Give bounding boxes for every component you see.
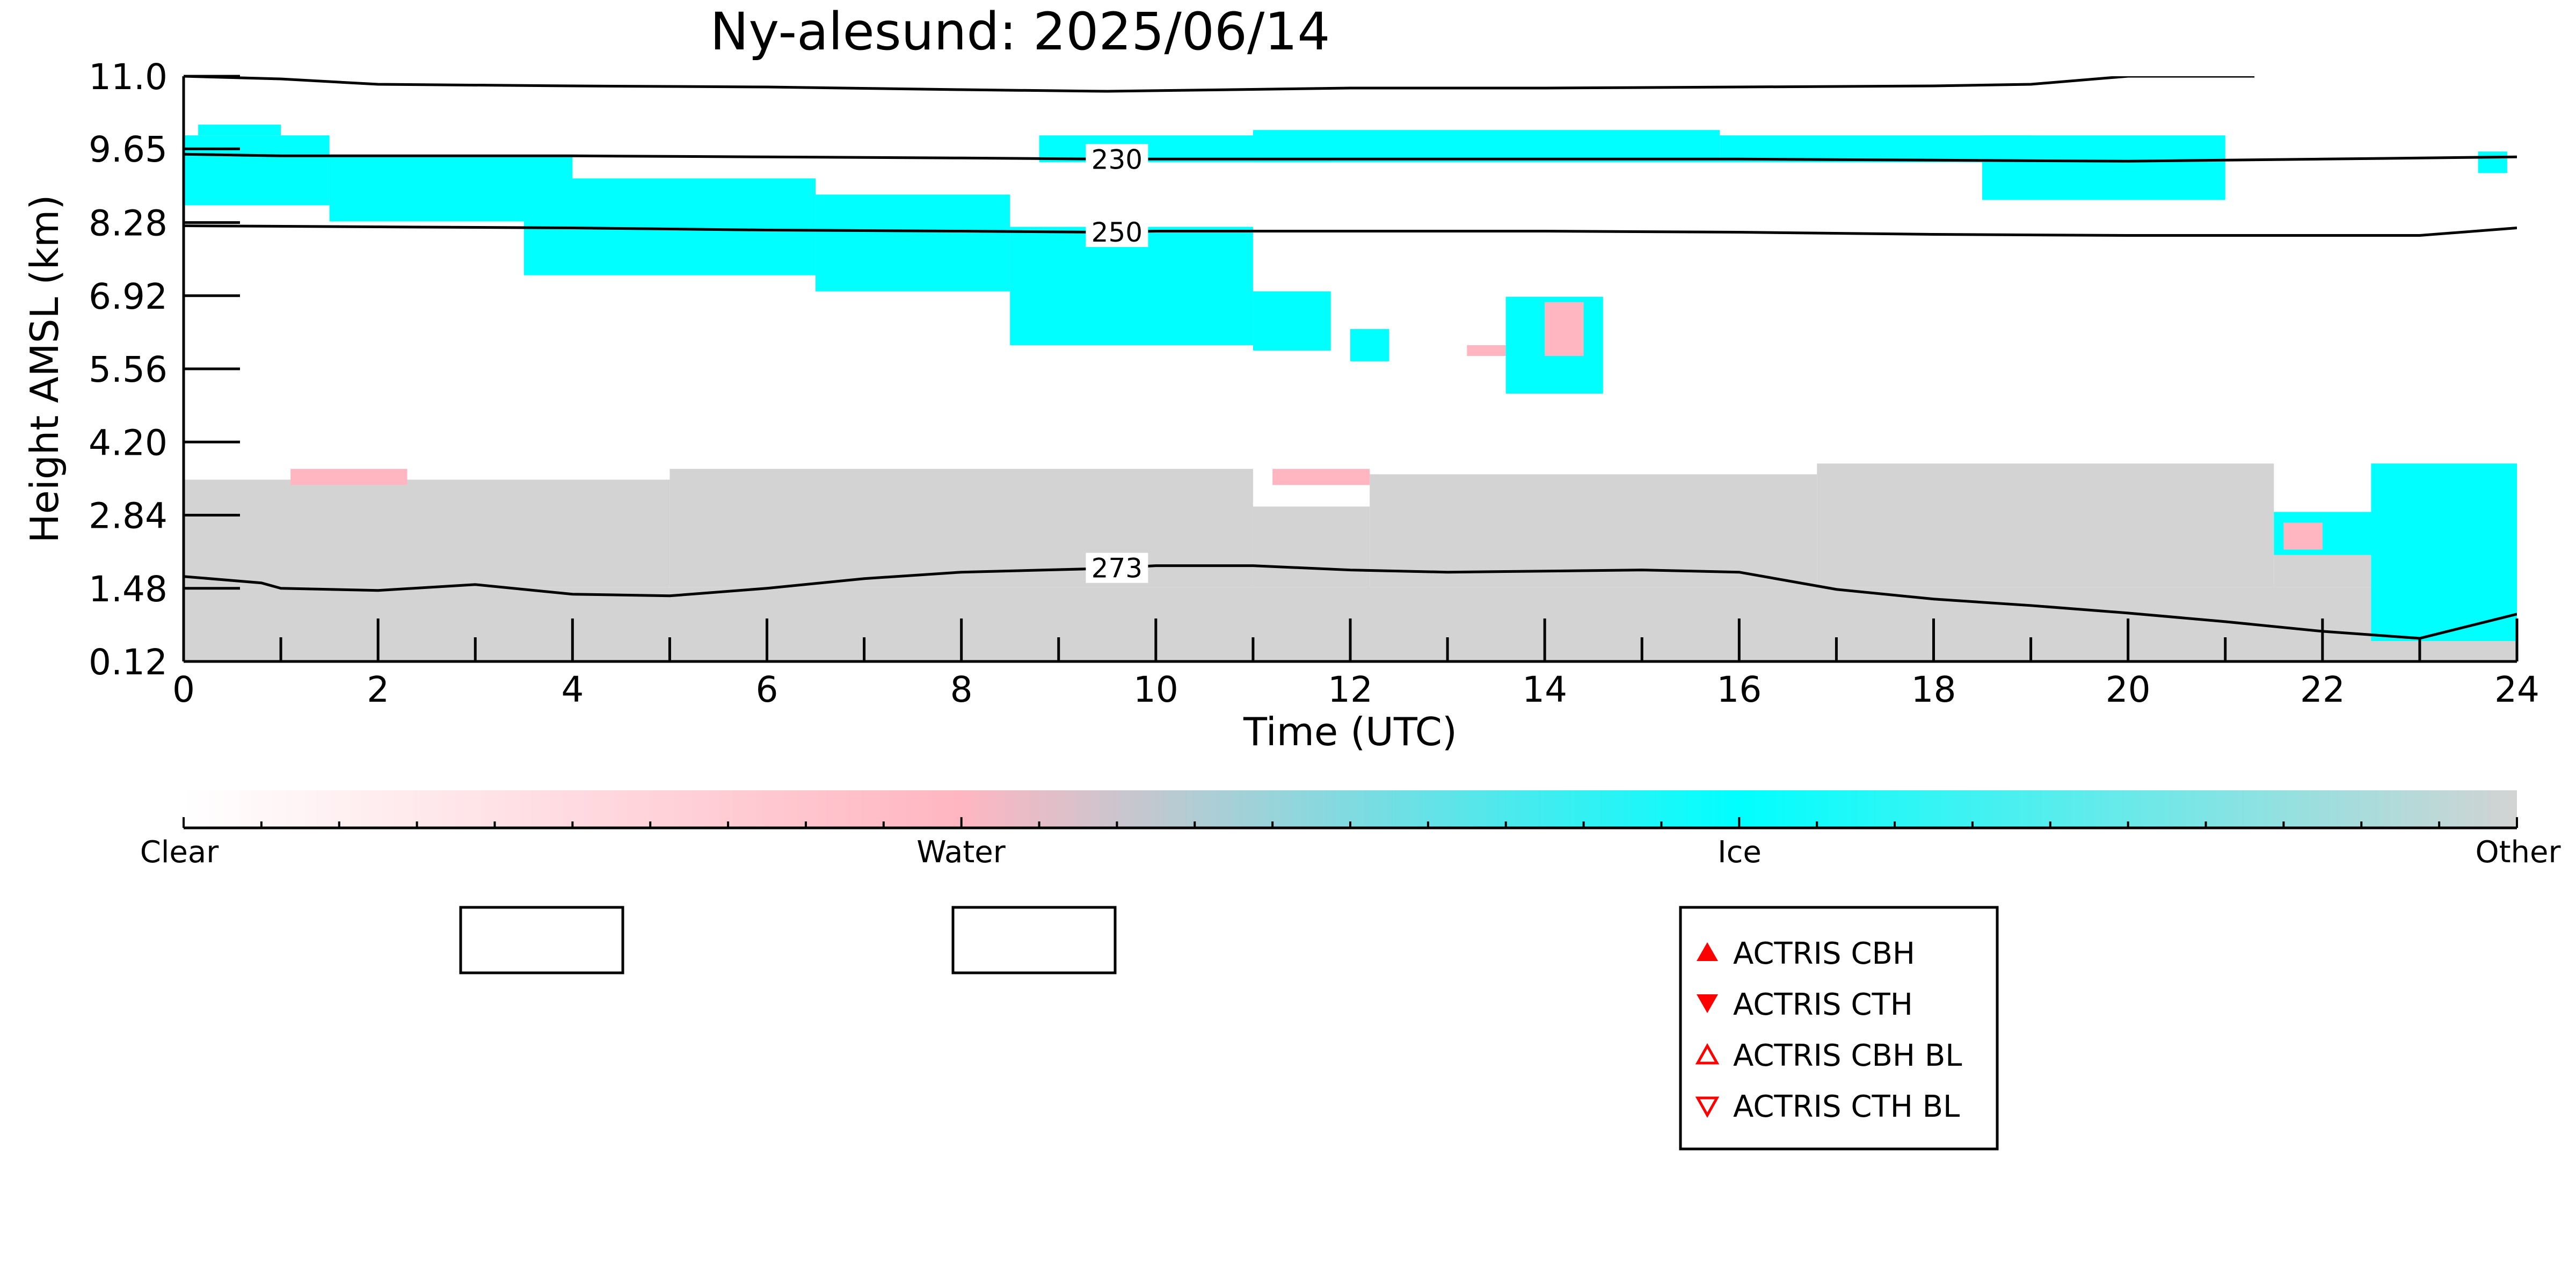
x-tick-label-1: 2 bbox=[367, 669, 389, 710]
region-other-5 bbox=[1817, 463, 2274, 587]
x-tick-label-3: 6 bbox=[756, 669, 778, 710]
x-tick-label-5: 10 bbox=[1133, 669, 1178, 710]
region-ice-24 bbox=[2478, 151, 2507, 173]
region-other-4 bbox=[1370, 474, 1817, 587]
cbh-bl-marker-icon bbox=[1695, 1043, 1720, 1065]
y-tick-label-4: 5.56 bbox=[89, 349, 168, 390]
legend-box bbox=[1679, 906, 1999, 1151]
colorbar-label-other: Other bbox=[2475, 835, 2561, 870]
region-water-19 bbox=[1545, 302, 1584, 356]
region-other-1 bbox=[184, 479, 670, 587]
isotherm-label-2: 273 bbox=[1091, 553, 1143, 584]
y-tick-label-3: 4.20 bbox=[89, 422, 168, 463]
region-ice-27 bbox=[2371, 463, 2517, 641]
x-tick-label-0: 0 bbox=[172, 669, 195, 710]
empty-legend-box-2 bbox=[951, 906, 1117, 974]
legend-entry-cth-bl: ACTRIS CTH BL bbox=[1733, 1089, 1960, 1124]
region-ice-22 bbox=[1720, 135, 2031, 163]
region-water-26 bbox=[2283, 522, 2323, 550]
x-ticks: 0 2 4 6 8 10 12 14 16 18 20 22 24 bbox=[172, 618, 2539, 710]
region-water-8 bbox=[1272, 469, 1370, 485]
y-tick-label-2: 2.84 bbox=[89, 496, 168, 537]
region-ice-21 bbox=[1253, 130, 1720, 163]
cbh-marker-icon bbox=[1697, 942, 1718, 961]
chart-title: Ny-alesund: 2025/06/14 bbox=[710, 2, 1330, 62]
empty-legend-box-1 bbox=[459, 906, 624, 974]
x-tick-label-2: 4 bbox=[561, 669, 584, 710]
y-tick-label-1: 1.48 bbox=[89, 569, 168, 610]
y-tick-label-6: 8.28 bbox=[89, 203, 168, 244]
y-tick-label-0: 0.12 bbox=[89, 642, 168, 683]
x-tick-label-8: 16 bbox=[1716, 669, 1762, 710]
legend-entry-cbh-bl: ACTRIS CBH BL bbox=[1733, 1038, 1962, 1073]
cth-bl-marker-icon bbox=[1695, 1096, 1720, 1118]
region-ice-15 bbox=[1253, 291, 1331, 351]
region-ice-16 bbox=[1350, 329, 1389, 361]
x-tick-label-6: 12 bbox=[1328, 669, 1373, 710]
isotherm-label-0: 230 bbox=[1091, 144, 1143, 175]
x-tick-label-12: 24 bbox=[2494, 669, 2539, 710]
x-tick-label-7: 14 bbox=[1522, 669, 1567, 710]
y-tick-label-7: 9.65 bbox=[89, 129, 168, 170]
isotherm-line-3 bbox=[184, 76, 2255, 93]
isotherm-line-2 bbox=[184, 564, 2517, 640]
isotherm-label-bg-2 bbox=[1086, 552, 1148, 583]
x-tick-label-10: 20 bbox=[2106, 669, 2151, 710]
x-tick-label-9: 18 bbox=[1911, 669, 1956, 710]
region-ice-9 bbox=[184, 135, 330, 206]
isotherm-label-1: 250 bbox=[1091, 217, 1143, 248]
isotherm-layer: 230 250 273 bbox=[184, 76, 2517, 640]
region-water-7 bbox=[290, 469, 407, 485]
y-ticks: 0.12 1.48 2.84 4.20 5.56 6.92 8.28 9.65 11.0 bbox=[89, 56, 240, 683]
legend-entry-cth: ACTRIS CTH bbox=[1733, 987, 1913, 1022]
region-other-2 bbox=[670, 469, 1253, 587]
region-ice-10 bbox=[198, 125, 281, 136]
y-tick-label-5: 6.92 bbox=[89, 276, 168, 317]
cth-marker-icon bbox=[1697, 994, 1718, 1013]
y-axis-label: Height AMSL (km) bbox=[22, 195, 67, 543]
region-ice-13 bbox=[816, 194, 1010, 292]
isotherm-line-1 bbox=[184, 224, 2517, 237]
colorbar-ticks bbox=[183, 817, 2518, 828]
isotherm-label-bg-1 bbox=[1086, 217, 1148, 248]
plot-regions bbox=[184, 125, 2517, 661]
x-tick-label-11: 22 bbox=[2300, 669, 2345, 710]
y-tick-label-8: 11.0 bbox=[89, 56, 168, 98]
x-axis-label: Time (UTC) bbox=[1243, 709, 1457, 754]
region-other-3 bbox=[1253, 506, 1370, 587]
colorbar-label-clear: Clear bbox=[140, 835, 219, 870]
isotherm-label-bg-0 bbox=[1086, 144, 1148, 174]
isotherm-line-0 bbox=[184, 152, 2517, 163]
x-tick-label-4: 8 bbox=[950, 669, 973, 710]
region-ice-23 bbox=[1982, 135, 2225, 200]
colorbar-label-ice: Ice bbox=[1718, 835, 1762, 870]
colorbar-label-water: Water bbox=[916, 835, 1006, 870]
legend-entry-cbh: ACTRIS CBH bbox=[1733, 936, 1915, 971]
